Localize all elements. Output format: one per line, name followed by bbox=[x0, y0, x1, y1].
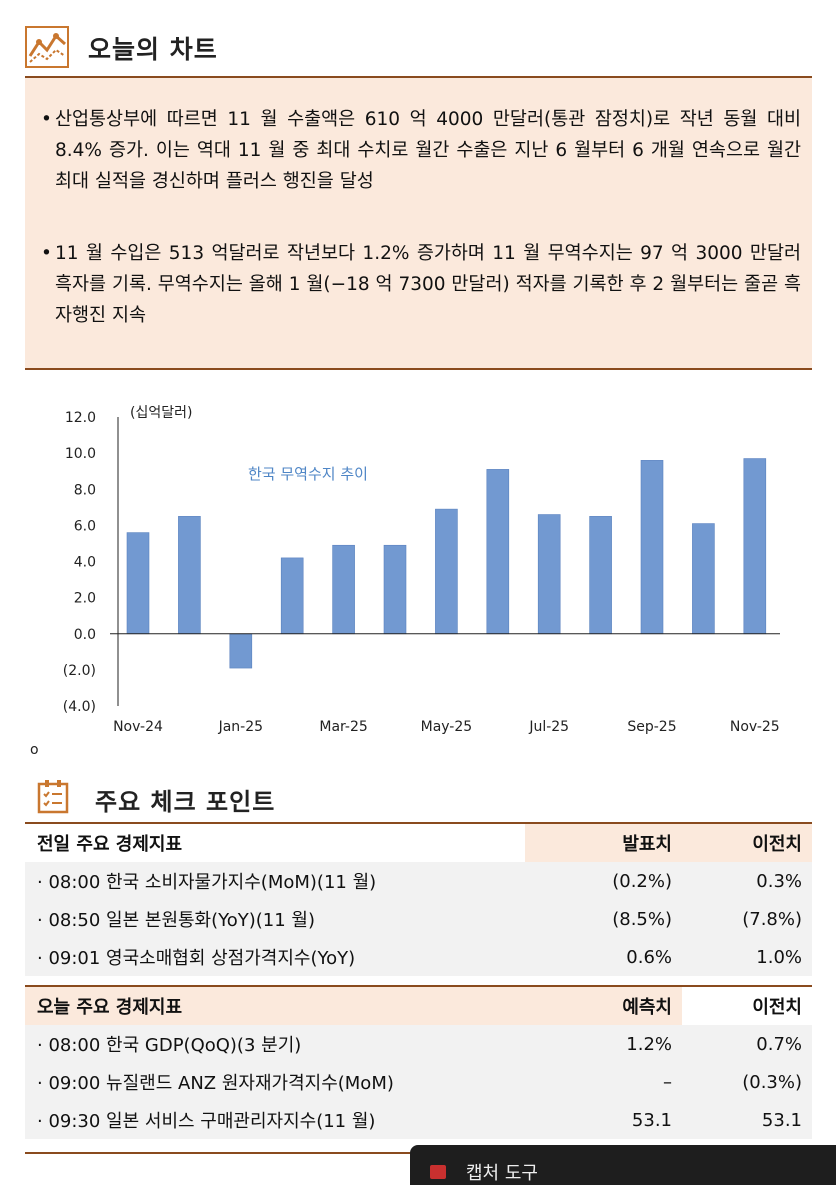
table-header-row: 전일 주요 경제지표 발표치 이전치 bbox=[25, 823, 812, 862]
bar-Feb-25 bbox=[280, 557, 304, 635]
x-tick-label: May-25 bbox=[421, 719, 473, 735]
table-header-label: 오늘 주요 경제지표 bbox=[25, 986, 525, 1025]
summary-bullet: • 11 월 수입은 513 억달러로 작년보다 1.2% 증가하며 11 월 … bbox=[41, 238, 801, 331]
x-tick-label: Nov-24 bbox=[113, 719, 163, 735]
indicator-name: · 08:50 일본 본원통화(YoY)(11 월) bbox=[25, 900, 525, 938]
indicator-actual: (8.5%) bbox=[525, 900, 682, 938]
section-divider bbox=[25, 76, 812, 78]
snipping-tool-taskbar-button[interactable]: 캡처 도구 bbox=[410, 1145, 836, 1185]
bar-Apr-25 bbox=[383, 544, 407, 635]
indicator-forecast: 53.1 bbox=[525, 1101, 682, 1139]
table-header-forecast: 예측치 bbox=[525, 986, 682, 1025]
section-title-key-checkpoints: 주요 체크 포인트 bbox=[95, 788, 276, 816]
bar-Nov-25 bbox=[743, 458, 767, 635]
bar-Oct-25 bbox=[692, 523, 715, 635]
indicator-previous: 0.3% bbox=[682, 862, 812, 900]
table-header-label: 전일 주요 경제지표 bbox=[25, 823, 525, 862]
bar-Jul-25 bbox=[537, 514, 561, 635]
table-row: · 09:00 뉴질랜드 ANZ 원자재가격지수(MoM) – (0.3%) bbox=[25, 1063, 812, 1101]
table-row: · 08:00 한국 GDP(QoQ)(3 분기) 1.2% 0.7% bbox=[25, 1025, 812, 1063]
indicator-forecast: – bbox=[525, 1063, 682, 1101]
bullet-dot-icon: • bbox=[41, 109, 52, 130]
y-tick-label: 6.0 bbox=[74, 518, 96, 534]
today-indicators-table: 오늘 주요 경제지표 예측치 이전치 · 08:00 한국 GDP(QoQ)(3… bbox=[25, 985, 812, 1139]
indicator-name: · 08:00 한국 소비자물가지수(MoM)(11 월) bbox=[25, 862, 525, 900]
y-tick-label: (4.0) bbox=[63, 699, 96, 715]
snipping-tool-icon bbox=[430, 1165, 446, 1179]
section-title-todays-chart: 오늘의 차트 bbox=[88, 35, 218, 64]
table-row: · 09:01 영국소매협회 상점가격지수(YoY) 0.6% 1.0% bbox=[25, 938, 812, 976]
bar-Dec-24 bbox=[178, 516, 201, 635]
table-row: · 08:00 한국 소비자물가지수(MoM)(11 월) (0.2%) 0.3… bbox=[25, 862, 812, 900]
indicator-forecast: 1.2% bbox=[525, 1025, 682, 1063]
x-tick-label: Jan-25 bbox=[218, 719, 263, 735]
y-tick-label: 12.0 bbox=[65, 410, 96, 426]
table-header-previous: 이전치 bbox=[682, 823, 812, 862]
trade-balance-chart: 12.0 10.0 8.0 6.0 4.0 2.0 0.0 (2.0) (4.0) Nov-24… bbox=[63, 405, 780, 735]
indicator-previous: (0.3%) bbox=[682, 1063, 812, 1101]
indicator-name: · 08:00 한국 GDP(QoQ)(3 분기) bbox=[25, 1025, 525, 1063]
y-tick-label: 2.0 bbox=[74, 591, 96, 607]
bar-Mar-25 bbox=[332, 544, 355, 635]
table-row: · 09:30 일본 서비스 구매관리자지수(11 월) 53.1 53.1 bbox=[25, 1101, 812, 1139]
x-tick-label: Nov-25 bbox=[730, 719, 780, 735]
indicator-previous: (7.8%) bbox=[682, 900, 812, 938]
table-header-row: 오늘 주요 경제지표 예측치 이전치 bbox=[25, 986, 812, 1025]
bar-Aug-25 bbox=[589, 516, 612, 635]
bar-Nov-24 bbox=[126, 532, 150, 635]
bar-Sep-25 bbox=[640, 460, 664, 635]
indicator-previous: 53.1 bbox=[682, 1101, 812, 1139]
y-tick-label: 0.0 bbox=[74, 627, 96, 643]
y-tick-label: 10.0 bbox=[65, 446, 96, 462]
bar-Jun-25 bbox=[486, 469, 510, 635]
bar-Jan-25 bbox=[229, 633, 253, 669]
line-chart-icon bbox=[25, 26, 69, 68]
y-tick-label: (2.0) bbox=[63, 663, 96, 679]
indicator-actual: (0.2%) bbox=[525, 862, 682, 900]
indicator-previous: 1.0% bbox=[682, 938, 812, 976]
bullet-dot-icon: • bbox=[41, 243, 52, 264]
checklist-icon bbox=[37, 780, 69, 814]
summary-bullet: • 산업통상부에 따르면 11 월 수출액은 610 억 4000 만달러(통관… bbox=[41, 104, 801, 197]
y-tick-label: 8.0 bbox=[74, 482, 96, 498]
chart-annotation: 한국 무역수지 추이 bbox=[248, 465, 368, 483]
y-axis-unit-label: (십억달러) bbox=[130, 405, 192, 421]
table-header-actual: 발표치 bbox=[525, 823, 682, 862]
bar-May-25 bbox=[435, 508, 458, 635]
x-tick-label: Mar-25 bbox=[319, 719, 367, 735]
indicator-actual: 0.6% bbox=[525, 938, 682, 976]
x-tick-label: Sep-25 bbox=[627, 719, 676, 735]
indicator-name: · 09:01 영국소매협회 상점가격지수(YoY) bbox=[25, 938, 525, 976]
indicator-previous: 0.7% bbox=[682, 1025, 812, 1063]
y-tick-label: 4.0 bbox=[74, 555, 96, 571]
x-tick-label: Jul-25 bbox=[528, 719, 569, 735]
stray-mark: o bbox=[30, 742, 39, 758]
table-row: · 08:50 일본 본원통화(YoY)(11 월) (8.5%) (7.8%) bbox=[25, 900, 812, 938]
table-header-previous: 이전치 bbox=[682, 986, 812, 1025]
previous-day-indicators-table: 전일 주요 경제지표 발표치 이전치 · 08:00 한국 소비자물가지수(Mo… bbox=[25, 822, 812, 976]
indicator-name: · 09:30 일본 서비스 구매관리자지수(11 월) bbox=[25, 1101, 525, 1139]
summary-box: • 산업통상부에 따르면 11 월 수출액은 610 억 4000 만달러(통관… bbox=[25, 78, 812, 370]
taskbar-label: 캡처 도구 bbox=[466, 1163, 538, 1184]
indicator-name: · 09:00 뉴질랜드 ANZ 원자재가격지수(MoM) bbox=[25, 1063, 525, 1101]
